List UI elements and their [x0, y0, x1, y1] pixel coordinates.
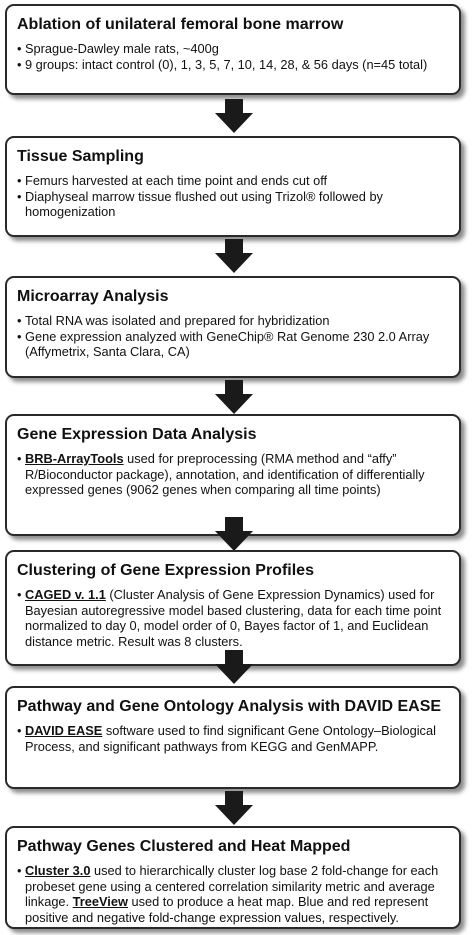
step-box-gene-expression-data-analysis: Gene Expression Data Analysis BRB-ArrayT… — [5, 414, 461, 536]
step-bullet: Diaphyseal marrow tissue flushed out usi… — [17, 189, 449, 220]
step-bullet-text: (Cluster Analysis of Gene Expression Dyn… — [25, 587, 442, 649]
down-arrow-icon — [215, 650, 253, 684]
tool-name: DAVID EASE — [25, 723, 103, 738]
tool-name: Cluster 3.0 — [25, 863, 91, 878]
tool-name: BRB-ArrayTools — [25, 451, 124, 466]
step-bullet: Gene expression analyzed with GeneChip® … — [17, 329, 449, 360]
step-bullet: Sprague-Dawley male rats, ~400g — [17, 41, 449, 57]
down-arrow-icon — [215, 380, 253, 414]
step-box-pathway-go-analysis: Pathway and Gene Ontology Analysis with … — [5, 686, 461, 789]
step-title: Ablation of unilateral femoral bone marr… — [17, 16, 344, 33]
step-bullet: Total RNA was isolated and prepared for … — [17, 313, 449, 329]
step-box-tissue-sampling: Tissue Sampling Femurs harvested at each… — [5, 136, 461, 237]
step-bullet-text: software used to find significant Gene O… — [25, 723, 436, 754]
tool-name: TreeView — [72, 894, 128, 909]
step-bullet: Femurs harvested at each time point and … — [17, 173, 449, 189]
step-title: Pathway and Gene Ontology Analysis with … — [17, 698, 442, 715]
step-box-ablation: Ablation of unilateral femoral bone marr… — [5, 4, 461, 95]
step-title: Gene Expression Data Analysis — [17, 426, 257, 443]
step-title: Tissue Sampling — [17, 148, 144, 165]
step-bullet: CAGED v. 1.1 (Cluster Analysis of Gene E… — [17, 587, 449, 649]
step-bullet-text: used to produce a heat map. Blue and red… — [25, 894, 429, 925]
step-bullet-text: used to hierarchically cluster log base … — [25, 863, 439, 909]
step-box-heat-map: Pathway Genes Clustered and Heat Mapped … — [5, 826, 461, 929]
down-arrow-icon — [215, 239, 253, 273]
step-box-microarray-analysis: Microarray Analysis Total RNA was isolat… — [5, 276, 461, 378]
step-bullet-text: used for preprocessing (RMA method and “… — [25, 451, 425, 497]
step-title: Pathway Genes Clustered and Heat Mapped — [17, 838, 351, 855]
step-bullet: Cluster 3.0 used to hierarchically clust… — [17, 863, 449, 925]
step-bullet: BRB-ArrayTools used for preprocessing (R… — [17, 451, 449, 498]
step-bullet: 9 groups: intact control (0), 1, 3, 5, 7… — [17, 57, 449, 73]
step-box-clustering: Clustering of Gene Expression Profiles C… — [5, 550, 461, 666]
down-arrow-icon — [215, 791, 253, 825]
step-title: Clustering of Gene Expression Profiles — [17, 562, 314, 579]
down-arrow-icon — [215, 99, 253, 133]
tool-name: CAGED v. 1.1 — [25, 587, 106, 602]
step-bullet: DAVID EASE software used to find signifi… — [17, 723, 449, 754]
down-arrow-icon — [215, 517, 253, 551]
step-title: Microarray Analysis — [17, 288, 169, 305]
